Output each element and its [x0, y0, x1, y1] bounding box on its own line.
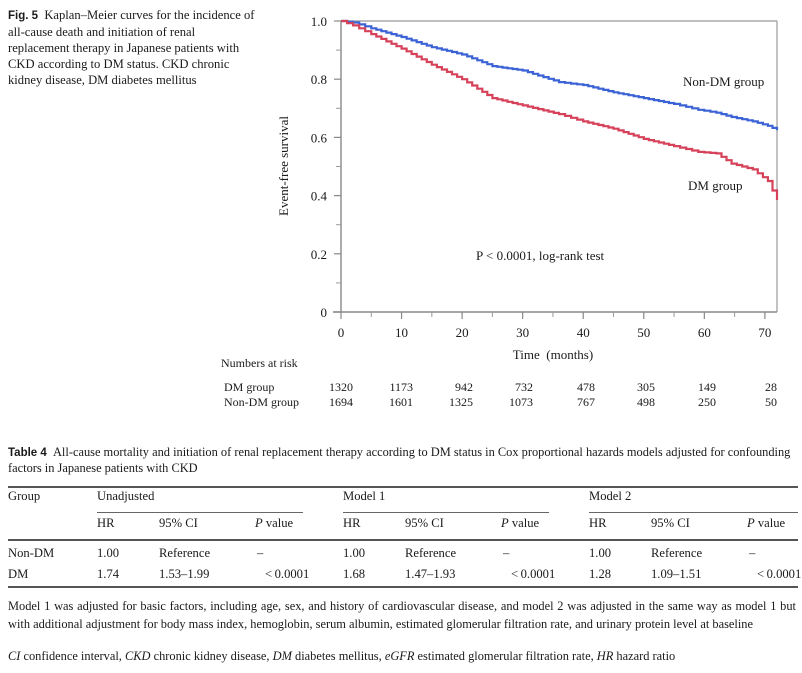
rule-model2	[589, 512, 798, 513]
log-rank-annotation: P < 0.0001, log-rank test	[476, 248, 605, 263]
cell-ci: 1.53–1.99	[159, 567, 210, 581]
table-top-rule	[8, 486, 798, 488]
header-group: Group	[8, 489, 41, 503]
cell-ci: Reference	[405, 546, 457, 560]
risk-count: 1694	[329, 395, 353, 409]
cell-p-value: –	[749, 546, 756, 560]
rule-model1	[343, 512, 549, 513]
legend-label-non-dm: Non-DM group	[683, 74, 764, 89]
km-chart: 0 0.2 0.4 0.6 0.8 1.0 0 10 20 30 40 50 60 70 Event-f…	[221, 14, 779, 409]
y-tick-label: 0.4	[311, 189, 328, 204]
table-row-group: DM	[8, 567, 29, 581]
cell-ci: Reference	[651, 546, 703, 560]
subheader-ci: 95% CI	[159, 516, 198, 530]
y-tick-label: 0.6	[311, 130, 328, 145]
abbreviation: CI	[8, 649, 21, 663]
cell-hr: 1.00	[589, 546, 612, 560]
numbers-at-risk-title: Numbers at risk	[221, 356, 298, 370]
abbreviation: CKD	[124, 649, 151, 663]
legend-label-dm: DM group	[688, 178, 743, 193]
abbreviation: HR	[596, 649, 614, 663]
figure-caption: Fig. 5 Kaplan–Meier curves for the incid…	[8, 7, 258, 88]
abbreviation: eGFR	[384, 649, 415, 663]
x-tick-label: 50	[637, 325, 650, 340]
non-dm-curve	[341, 19, 779, 131]
x-tick-label: 40	[577, 325, 590, 340]
x-tick-label: 70	[758, 325, 771, 340]
x-axis-label: Time (months)	[513, 347, 593, 362]
risk-group-label: DM group	[224, 380, 274, 394]
cell-p-value: < 0.0001	[511, 567, 556, 581]
subheader-p-value: P value	[747, 516, 786, 530]
risk-count: 50	[765, 395, 777, 409]
table-label: Table 4	[8, 447, 47, 459]
header-model1: Model 1	[343, 489, 386, 503]
x-tick-label: 20	[456, 325, 469, 340]
cell-p-value: < 0.0001	[757, 567, 802, 581]
numbers-at-risk-table: DM group 1320 1173 942 732 478 305 149 28 Non-DM …	[224, 380, 777, 409]
risk-count: 1173	[389, 380, 413, 394]
risk-count: 305	[637, 380, 655, 394]
cell-hr: 1.00	[343, 546, 366, 560]
cell-ci: 1.47–1.93	[405, 567, 456, 581]
risk-group-label: Non-DM group	[224, 395, 299, 409]
subheader-hr: HR	[589, 516, 607, 530]
risk-count: 1073	[509, 395, 533, 409]
risk-count: 942	[455, 380, 473, 394]
risk-count: 498	[637, 395, 655, 409]
risk-count: 250	[698, 395, 716, 409]
cell-ci: Reference	[159, 546, 211, 560]
x-tick-label: 0	[338, 325, 345, 340]
subheader-p-value: P value	[255, 516, 294, 530]
cell-hr: 1.00	[97, 546, 120, 560]
cell-hr: 1.28	[589, 567, 612, 581]
risk-count: 1320	[329, 380, 353, 394]
table-bottom-rule	[8, 586, 798, 588]
y-tick-label: 1.0	[311, 14, 327, 29]
y-axis-label: Event-free survival	[276, 116, 291, 216]
y-tick-label: 0.8	[311, 72, 327, 87]
abbreviation: DM	[272, 649, 292, 663]
rule-unadjusted	[97, 512, 303, 513]
survival-curves	[341, 19, 779, 200]
risk-count: 732	[515, 380, 533, 394]
y-tick-label: 0	[321, 305, 328, 320]
subheader-ci: 95% CI	[651, 516, 690, 530]
y-tick-label: 0.2	[311, 247, 327, 262]
y-axis: 0 0.2 0.4 0.6 0.8 1.0	[311, 14, 341, 320]
header-model2: Model 2	[589, 489, 632, 503]
cell-hr: 1.68	[343, 567, 366, 581]
x-tick-label: 60	[698, 325, 711, 340]
cell-ci: 1.09–1.51	[651, 567, 702, 581]
table-caption: Table 4 All-cause mortality and initiati…	[8, 445, 798, 476]
table-caption-text: All-cause mortality and initiation of re…	[8, 445, 791, 475]
header-unadjusted: Unadjusted	[97, 489, 155, 503]
x-tick-label: 10	[395, 325, 408, 340]
risk-count: 28	[765, 380, 777, 394]
cell-p-value: –	[503, 546, 510, 560]
subheader-hr: HR	[97, 516, 115, 530]
risk-count: 478	[577, 380, 595, 394]
plot-frame	[333, 20, 778, 313]
cell-p-value: –	[257, 546, 264, 560]
risk-count: 1325	[449, 395, 473, 409]
subheader-ci: 95% CI	[405, 516, 444, 530]
table-footnote: Model 1 was adjusted for basic factors, …	[8, 599, 796, 631]
figure-label: Fig. 5	[8, 10, 39, 22]
x-tick-label: 30	[516, 325, 529, 340]
table-row-group: Non-DM	[8, 546, 55, 560]
cell-p-value: < 0.0001	[265, 567, 310, 581]
subheader-hr: HR	[343, 516, 361, 530]
cell-hr: 1.74	[97, 567, 120, 581]
figure-caption-text: Kaplan–Meier curves for the incidence of…	[8, 8, 255, 87]
table-header-rule	[8, 539, 798, 541]
subheader-p-value: P value	[501, 516, 540, 530]
risk-count: 767	[577, 395, 595, 409]
abbreviations-note: CI confidence interval, CKD chronic kidn…	[8, 649, 676, 663]
x-axis: 0 10 20 30 40 50 60 70	[338, 312, 771, 340]
risk-count: 1601	[389, 395, 413, 409]
dm-curve	[341, 19, 779, 200]
risk-count: 149	[698, 380, 716, 394]
